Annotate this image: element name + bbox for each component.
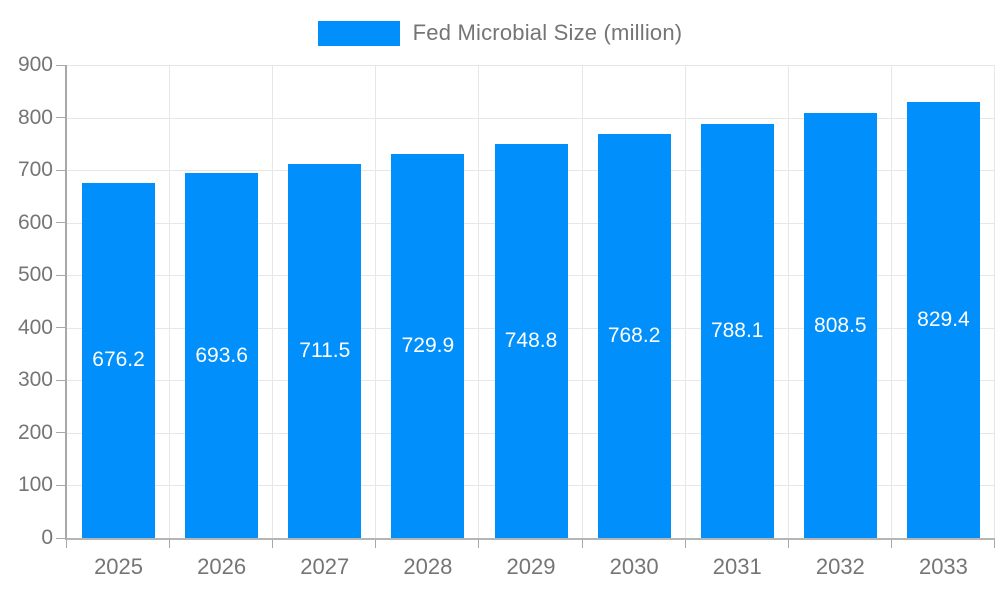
x-axis-tick-label: 2031: [712, 554, 762, 579]
bar-value-label: 676.2: [92, 348, 145, 372]
gridline-vertical: [684, 65, 686, 538]
gridline-vertical: [994, 65, 995, 538]
legend-label: Fed Microbial Size (million): [412, 20, 683, 45]
y-axis-tick: [56, 484, 65, 486]
y-axis-tick-label: 0: [41, 526, 53, 549]
bar-2025[interactable]: 676.2: [82, 182, 156, 538]
x-axis-tick-label: 2030: [609, 554, 659, 579]
gridline-vertical: [478, 65, 480, 538]
gridline-horizontal: [67, 117, 995, 119]
y-axis-tick: [56, 274, 65, 276]
y-axis-tick: [56, 432, 65, 434]
legend[interactable]: Fed Microbial Size (million): [0, 20, 1000, 46]
bar-value-label: 729.9: [401, 334, 455, 358]
bar-value-label: 768.2: [607, 324, 661, 348]
gridline-vertical: [169, 65, 171, 538]
x-axis-tick: [994, 540, 995, 548]
y-axis-tick-label: 700: [17, 158, 53, 182]
y-axis-tick: [56, 379, 65, 381]
bar-value-label: 829.4: [917, 308, 970, 332]
y-axis-tick-label: 800: [17, 105, 53, 129]
bar-2029[interactable]: 748.8: [494, 144, 568, 538]
y-axis-tick: [56, 64, 65, 66]
bar-value-label: 788.1: [710, 318, 764, 342]
x-axis-tick-label: 2025: [94, 554, 144, 579]
x-axis-tick-label: 2029: [506, 554, 556, 579]
bar-2028[interactable]: 729.9: [391, 154, 465, 538]
bar-2027[interactable]: 711.5: [288, 164, 362, 538]
bar-2032[interactable]: 808.5: [803, 113, 877, 538]
x-axis-tick-label: 2027: [300, 554, 350, 579]
y-axis-tick: [56, 117, 65, 119]
bar-value-label: 808.5: [814, 313, 867, 337]
gridline-vertical: [581, 65, 583, 538]
x-axis-tick: [684, 540, 686, 548]
bar-value-label: 711.5: [299, 339, 351, 363]
gridline-vertical: [272, 65, 274, 538]
y-axis-tick: [56, 169, 65, 171]
y-axis-tick-label: 500: [17, 263, 53, 287]
gridline-horizontal: [67, 65, 995, 66]
x-axis-tick: [478, 540, 480, 548]
bar-2031[interactable]: 788.1: [700, 123, 774, 538]
bar-value-label: 693.6: [195, 343, 248, 367]
bar-value-label: 748.8: [504, 329, 558, 353]
x-axis-tick: [890, 540, 892, 548]
x-axis-tick-label: 2033: [918, 554, 968, 579]
bar-2033[interactable]: 829.4: [906, 102, 980, 538]
y-axis-tick: [56, 537, 65, 539]
x-axis-tick: [169, 540, 171, 548]
x-axis-tick: [787, 540, 789, 548]
x-axis-tick-label: 2032: [815, 554, 865, 579]
x-axis-tick: [581, 540, 583, 548]
gridline-vertical: [890, 65, 892, 538]
gridline-vertical: [375, 65, 377, 538]
bar-2026[interactable]: 693.6: [185, 173, 259, 538]
legend-swatch: [317, 20, 400, 46]
x-axis-tick: [272, 540, 274, 548]
y-axis-tick-label: 900: [17, 53, 53, 76]
y-axis-tick: [56, 327, 65, 329]
y-axis-tick: [56, 222, 65, 224]
bar-2030[interactable]: 768.2: [597, 134, 671, 538]
x-axis-tick: [66, 540, 67, 548]
x-axis-tick-label: 2028: [403, 554, 453, 579]
y-axis-tick-label: 200: [17, 420, 53, 444]
x-axis-tick: [375, 540, 377, 548]
gridline-vertical: [787, 65, 789, 538]
y-axis-tick-label: 400: [17, 315, 53, 339]
y-axis-tick-label: 600: [17, 210, 53, 234]
y-axis-tick-label: 100: [17, 473, 53, 497]
y-axis-tick-label: 300: [17, 368, 53, 392]
plot-area: 0 100 200 300 400 500 600 700 800 900 676.2 2025 693…: [18, 53, 995, 579]
x-axis-tick-label: 2026: [197, 554, 247, 579]
